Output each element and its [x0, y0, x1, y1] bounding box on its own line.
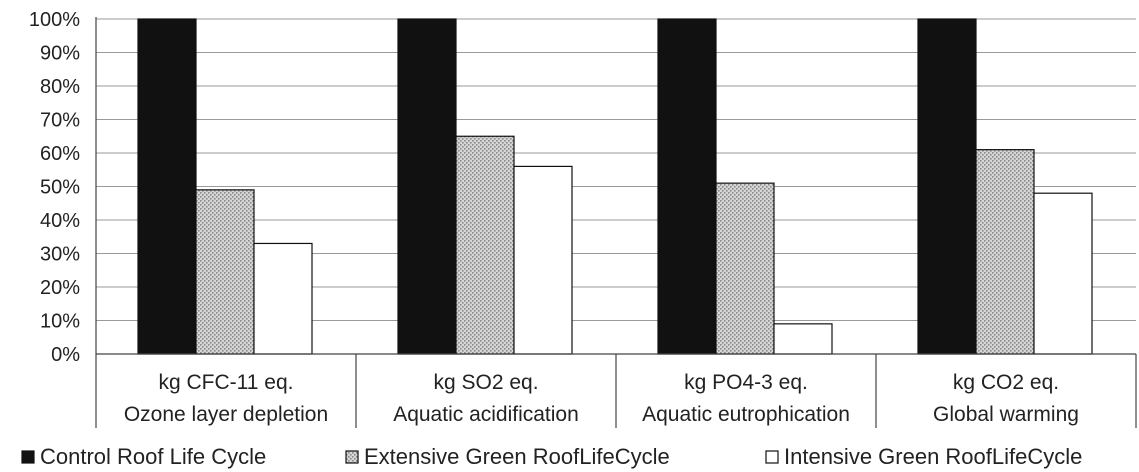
bar-series-2: [455, 135, 515, 355]
y-tick-label: 60%: [40, 143, 80, 165]
y-tick-label: 40%: [40, 210, 80, 232]
category-label: kg PO4-3 eq.: [684, 371, 808, 394]
bar-series-2: [715, 182, 775, 355]
category-label: Ozone layer depletion: [124, 403, 328, 426]
bar-series-1: [397, 18, 457, 355]
bar-series-3: [253, 242, 313, 355]
bars: [137, 18, 1093, 355]
y-axis-ticks: 0% 10% 20% 30% 40% 50% 60% 70% 80% 90% 100%: [29, 9, 80, 366]
bar-series-3: [773, 323, 833, 355]
y-tick-label: 90%: [40, 43, 80, 65]
category-label: Aquatic eutrophication: [642, 403, 850, 426]
bar-series-1: [917, 18, 977, 355]
y-tick-label: 100%: [29, 9, 80, 31]
legend-swatch: [21, 450, 35, 464]
y-tick-label: 20%: [40, 277, 80, 299]
category-label: Global warming: [933, 403, 1079, 426]
y-tick-label: 70%: [40, 110, 80, 132]
legend-label: Intensive Green RoofLifeCycle: [784, 444, 1082, 469]
category-label: kg SO2 eq.: [433, 371, 538, 394]
y-tick-label: 30%: [40, 244, 80, 266]
category-labels: kg CFC-11 eq. Ozone layer depletion kg SO2…: [124, 371, 1079, 426]
legend-label: Control Roof Life Cycle: [40, 444, 266, 469]
legend: Control Roof Life Cycle Extensive Green R…: [21, 444, 1082, 469]
y-tick-label: 80%: [40, 76, 80, 98]
y-tick-label: 10%: [40, 311, 80, 333]
legend-swatch: [765, 450, 779, 464]
bar-series-2: [195, 189, 255, 355]
bar-series-3: [1033, 192, 1093, 355]
y-tick-label: 50%: [40, 177, 80, 199]
legend-swatch: [345, 450, 359, 464]
category-label: kg CFC-11 eq.: [159, 371, 294, 394]
bar-series-1: [137, 18, 197, 355]
category-label: Aquatic acidification: [393, 403, 579, 426]
category-label: kg CO2 eq.: [953, 371, 1059, 394]
bar-series-1: [657, 18, 717, 355]
y-tick-label: 0%: [51, 344, 80, 366]
bar-series-2: [975, 149, 1035, 355]
axes: [95, 17, 1137, 428]
bar-series-3: [513, 165, 573, 355]
legend-label: Extensive Green RoofLifeCycle: [364, 444, 670, 469]
